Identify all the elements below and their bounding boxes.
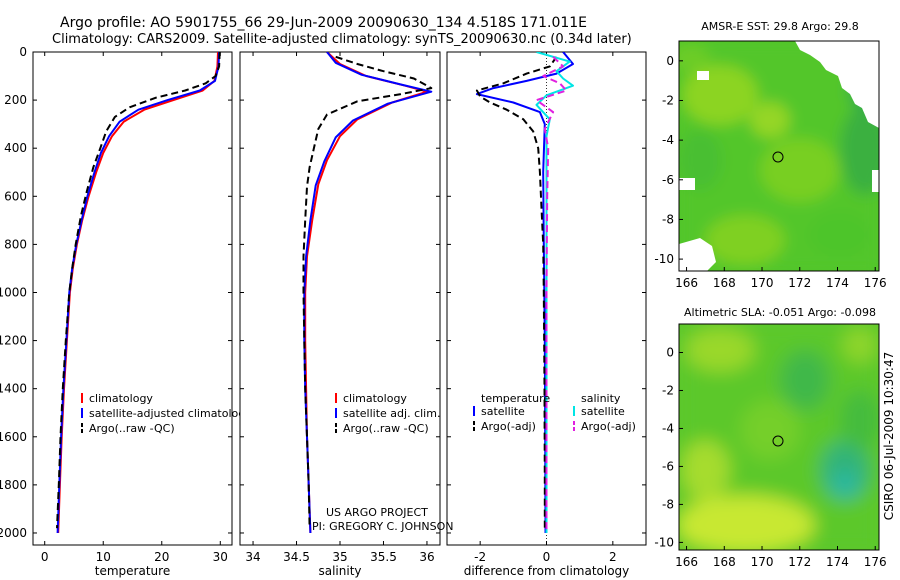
sst_map-lat-label: -4 xyxy=(662,133,674,147)
temperature-series-argo-raw-qc- xyxy=(56,52,221,529)
legend-entry: Argo(-adj) xyxy=(481,420,536,433)
depth-tick-label: 1400 xyxy=(0,382,27,396)
salinity-xtick-label: 35.5 xyxy=(370,550,397,564)
depth-tick-label: 200 xyxy=(4,93,27,107)
legend-entry: satellite xyxy=(581,405,625,418)
depth-tick-label: 1000 xyxy=(0,285,27,299)
sst_map-lat-label: -10 xyxy=(654,252,674,266)
difference-xtick-label: 2 xyxy=(609,550,617,564)
difference-xlabel: difference from climatology xyxy=(464,564,630,578)
sst_map-lat-label: 0 xyxy=(666,54,674,68)
sla_map-lon-label: 176 xyxy=(864,555,887,569)
legend-entry: climatology xyxy=(89,392,153,405)
sst-map-title: AMSR-E SST: 29.8 Argo: 29.8 xyxy=(701,20,859,33)
sst_map-lon-label: 166 xyxy=(675,276,698,290)
temperature-series-satellite-adjusted-climatology xyxy=(56,52,221,534)
salinity-profile-panel: 34 34.5 35 35.5 36 salinity climatology satelli… xyxy=(239,51,441,578)
depth-tick-label: 1800 xyxy=(0,478,27,492)
sla_map-lat-label: -8 xyxy=(662,497,674,511)
sla_map-lon-label: 168 xyxy=(713,555,736,569)
temperature-xtick-label: 30 xyxy=(213,550,228,564)
sst_map-lon-label: 174 xyxy=(826,276,849,290)
figure-title-line1: Argo profile: AO 5901755_66 29-Jun-2009 … xyxy=(60,15,587,31)
sla_map-lat-label: -10 xyxy=(654,535,674,549)
temperature-axes-frame xyxy=(32,51,233,546)
legend-entry: Argo(..raw -QC) xyxy=(343,422,429,435)
salinity-xtick-label: 34.5 xyxy=(283,550,310,564)
legend-entry: Argo(-adj) xyxy=(581,420,636,433)
sst_map-lon-label: 176 xyxy=(864,276,887,290)
pi-label: PI: GREGORY C. JOHNSON xyxy=(312,520,453,533)
sla_map-lat-label: -2 xyxy=(662,383,674,397)
difference-xtick-label: -2 xyxy=(474,550,486,564)
legend-entry: satellite-adjusted climatology xyxy=(89,407,252,420)
salinity-axes-frame xyxy=(239,51,441,546)
legend-entry: satellite xyxy=(481,405,525,418)
difference-series-salinity-argo-adj- xyxy=(535,56,568,531)
temperature-xtick-label: 20 xyxy=(154,550,169,564)
sst_map-lon-label: 168 xyxy=(713,276,736,290)
salinity-xtick-label: 34 xyxy=(245,550,260,564)
salinity-series-argo-raw-qc- xyxy=(302,55,433,529)
difference-xtick-label: 0 xyxy=(543,550,551,564)
sla_map-lat-label: -6 xyxy=(662,459,674,473)
salinity-xtick-label: 36 xyxy=(419,550,434,564)
depth-tick-label: 600 xyxy=(4,189,27,203)
sla_map-lat-label: 0 xyxy=(666,345,674,359)
sst_map-lon-label: 172 xyxy=(788,276,811,290)
sla_map-lon-label: 172 xyxy=(788,555,811,569)
sst_map-lon-label: 170 xyxy=(751,276,774,290)
sst-no-data-gaps xyxy=(679,41,879,271)
depth-tick-label: 1600 xyxy=(0,430,27,444)
temperature-profile-panel: 0 200 400 600 800 1000 1200 1400 1600 1800 2000 0 10… xyxy=(0,45,252,578)
sla-map: 166 168 170 172 174 176 0 -2 -4 -6 -8 -10 xyxy=(654,323,887,569)
argo-float-marker-sla xyxy=(772,435,784,447)
sla_map-lon-label: 166 xyxy=(675,555,698,569)
salinity-xlabel: salinity xyxy=(318,564,361,578)
legend-entry: Argo(..raw -QC) xyxy=(89,422,175,435)
sst_map-lat-label: -2 xyxy=(662,93,674,107)
figure-title-line2: Climatology: CARS2009. Satellite-adjuste… xyxy=(52,32,632,47)
sst-map: 166 168 170 172 174 176 0 -2 -4 -6 -8 -10 xyxy=(654,40,887,290)
project-label: US ARGO PROJECT xyxy=(326,506,428,519)
sla_map-lat-label: -4 xyxy=(662,421,674,435)
salinity-xtick-label: 35 xyxy=(332,550,347,564)
legend-entry: satellite adj. clim. xyxy=(343,407,440,420)
depth-tick-label: 1200 xyxy=(0,334,27,348)
sst_map-lat-label: -8 xyxy=(662,212,674,226)
sst_map-lat-label: -6 xyxy=(662,173,674,187)
temperature-xtick-label: 0 xyxy=(41,550,49,564)
depth-tick-label: 800 xyxy=(4,237,27,251)
depth-tick-label: 0 xyxy=(19,45,27,59)
legend-header-temperature: temperature xyxy=(481,392,550,405)
timestamp-side-label: CSIRO 06-Jul-2009 10:30:47 xyxy=(882,352,896,520)
sla-map-title: Altimetric SLA: -0.051 Argo: -0.098 xyxy=(684,306,876,319)
temperature-xtick-label: 10 xyxy=(96,550,111,564)
legend-entry: climatology xyxy=(343,392,407,405)
temperature-xlabel: temperature xyxy=(95,564,170,578)
depth-tick-label: 2000 xyxy=(0,526,27,540)
difference-series-temperature-argo-adj- xyxy=(475,56,558,531)
argo-float-marker xyxy=(772,151,784,163)
sla_map-lon-label: 174 xyxy=(826,555,849,569)
sla_map-lon-label: 170 xyxy=(751,555,774,569)
depth-tick-label: 400 xyxy=(4,141,27,155)
legend-header-salinity: salinity xyxy=(581,392,621,405)
